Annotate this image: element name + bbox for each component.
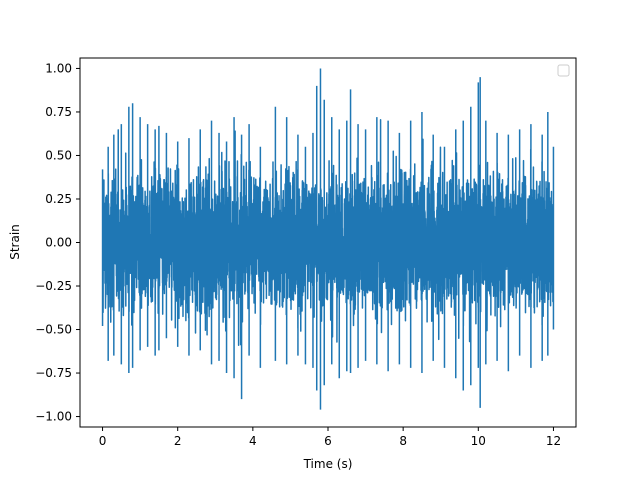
x-tick-label: 2 (174, 434, 182, 448)
x-axis-title: Time (s) (303, 457, 353, 471)
x-tick-label: 0 (99, 434, 107, 448)
x-axis-ticks: 0 2 4 6 8 10 12 (99, 427, 561, 448)
y-tick-label: −0.75 (35, 366, 72, 380)
y-tick-label: 0.50 (45, 148, 72, 162)
x-tick-label: 12 (546, 434, 561, 448)
x-tick-label: 6 (324, 434, 332, 448)
y-tick-label: −0.25 (35, 279, 72, 293)
y-tick-label: −1.00 (35, 410, 72, 424)
y-tick-label: 1.00 (45, 61, 72, 75)
series-layer (101, 68, 555, 410)
y-tick-label: 0.00 (45, 236, 72, 250)
y-tick-label: −0.50 (35, 323, 72, 337)
x-tick-label: 4 (249, 434, 257, 448)
y-tick-label: 0.25 (45, 192, 72, 206)
y-axis-title: Strain (8, 224, 22, 260)
y-axis-ticks: −1.00 −0.75 −0.50 −0.25 0.00 0.25 0.50 0.75 1.00 (35, 61, 80, 424)
legend-box[interactable] (557, 64, 570, 77)
x-tick-label: 10 (471, 434, 486, 448)
y-tick-label: 0.75 (45, 105, 72, 119)
strain-series-line (101, 68, 555, 410)
x-tick-label: 8 (399, 434, 407, 448)
